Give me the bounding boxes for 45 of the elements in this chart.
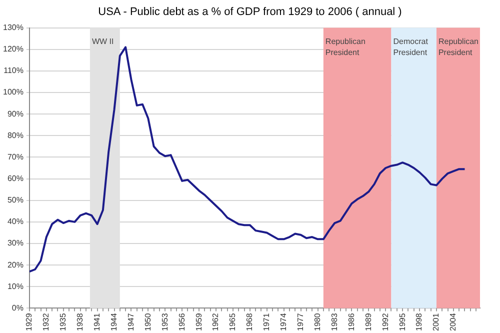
x-tick-label: 1998	[414, 312, 424, 331]
y-tick-label: 30%	[7, 238, 24, 248]
y-tick-label: 70%	[7, 152, 24, 162]
y-tick-label: 90%	[7, 109, 24, 118]
x-tick-label: 1929	[24, 312, 34, 331]
x-tick-label: 1989	[364, 312, 373, 331]
x-tick-label: 1956	[177, 312, 186, 331]
y-tick-label: 130%	[2, 23, 24, 32]
x-tick-label: 1944	[109, 312, 118, 331]
x-tick-label: 1974	[279, 312, 288, 331]
x-tick-label: 1938	[76, 312, 85, 331]
x-tick-label: 1947	[126, 312, 136, 331]
x-tick-label: 1965	[228, 312, 238, 331]
x-tick-label: 1950	[143, 312, 152, 331]
band-label: Republican President	[438, 37, 479, 58]
x-tick-label: 1971	[262, 312, 272, 331]
x-tick-label: 1953	[160, 312, 170, 331]
band-label: Republican President	[325, 37, 366, 58]
y-tick-label: 110%	[4, 66, 24, 76]
y-tick-label: 50%	[7, 196, 24, 205]
x-tick-label: 1977	[296, 312, 306, 331]
chart-title: USA - Public debt as a % of GDP from 1929 to 2006 ( annual )	[97, 6, 403, 20]
x-tick-label: 1935	[58, 312, 68, 331]
x-tick-label: 2001	[432, 312, 441, 331]
x-tick-label: 1983	[330, 312, 339, 331]
x-tick-label: 1986	[346, 312, 356, 331]
x-tick-label: 1995	[398, 312, 407, 331]
x-tick-label: 1962	[211, 312, 220, 331]
y-tick-label: 10%	[7, 282, 24, 291]
x-tick-label: 1968	[245, 312, 254, 331]
x-tick-label: 1980	[312, 312, 322, 331]
y-tick-label: 0%	[12, 303, 24, 312]
x-tick-label: 2004	[448, 312, 458, 331]
y-tick-label: 80%	[7, 130, 24, 140]
x-tick-label: 1941	[92, 312, 102, 331]
y-tick-label: 20%	[7, 260, 24, 270]
y-tick-label: 40%	[7, 217, 24, 226]
y-tick-label: 100%	[2, 88, 24, 97]
x-tick-label: 1959	[194, 312, 204, 331]
x-tick-label: 1992	[380, 312, 390, 331]
x-tick-label: 1932	[42, 312, 51, 331]
y-tick-label: 60%	[7, 174, 24, 183]
band-label: WW II	[92, 37, 114, 46]
band-label: Democrat President	[393, 37, 429, 58]
y-tick-label: 120%	[2, 44, 24, 54]
